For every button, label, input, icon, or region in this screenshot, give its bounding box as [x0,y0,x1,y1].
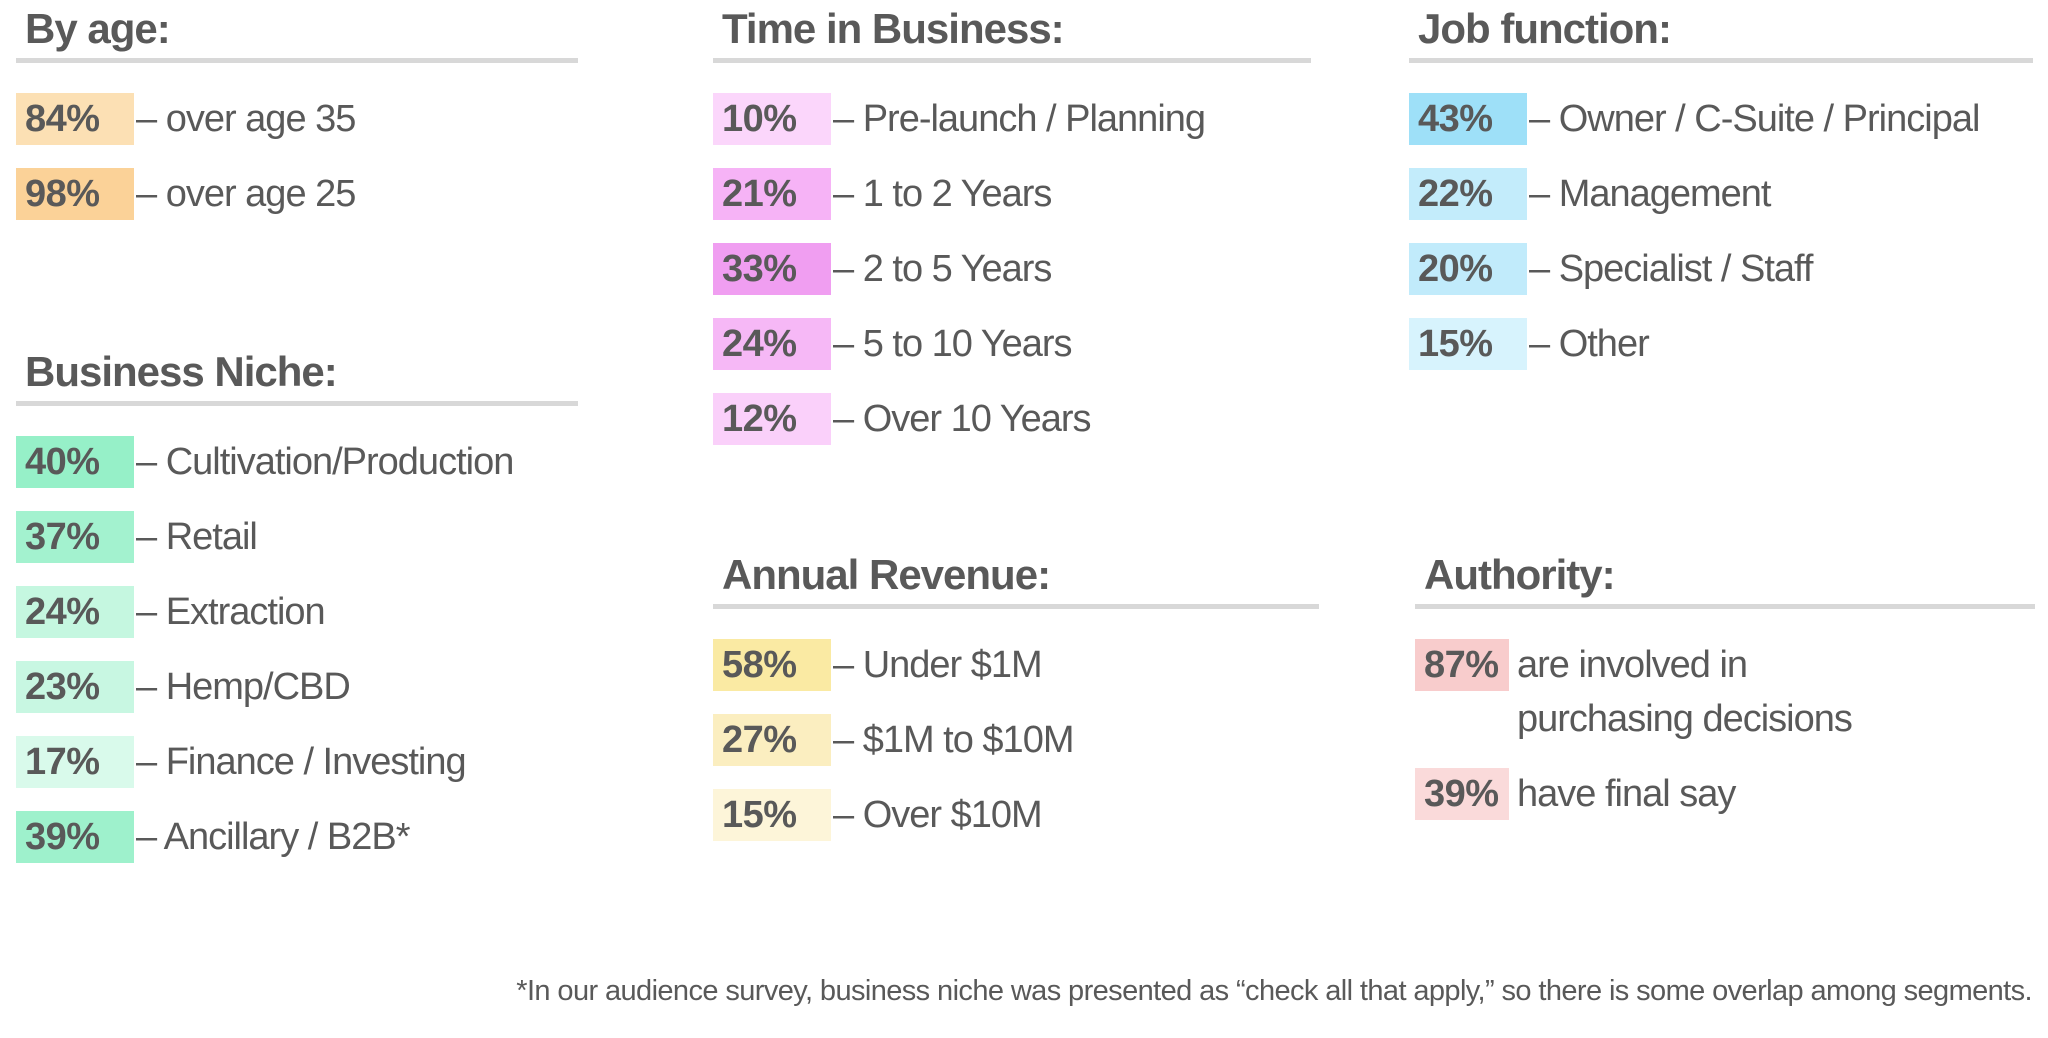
annual-revenue-title: Annual Revenue: [713,552,1319,609]
by-age-title: By age: [16,6,578,63]
authority-section: Authority: 87% are involved in purchasin… [1415,552,2035,843]
time-stat-row: 12% – Over 10 Years [713,393,1311,445]
revenue-stat-row: 58% – Under $1M [713,639,1319,691]
footnote: *In our audience survey, business niche … [516,975,2032,1007]
business-niche-section: Business Niche: 40% – Cultivation/Produc… [16,349,578,886]
time-stat-percent: 21% [713,168,831,220]
job-stat-label: – Other [1529,323,1650,365]
annual-revenue-section: Annual Revenue: 58% – Under $1M 27% – $1… [713,552,1319,864]
job-stat-label: – Specialist / Staff [1529,248,1813,290]
time-stat-percent: 10% [713,93,831,145]
niche-stat-label: – Ancillary / B2B* [136,816,410,858]
authority-title: Authority: [1415,552,2035,609]
authority-stat-label: have final say [1517,773,1736,815]
job-stat-row: 22% – Management [1409,168,2033,220]
niche-stat-label: – Hemp/CBD [136,666,351,708]
niche-stat-percent: 17% [16,736,134,788]
authority-stat-row: 39% have final say [1415,768,2035,821]
niche-stat-percent: 40% [16,436,134,488]
business-niche-title: Business Niche: [16,349,578,406]
niche-stat-label: – Finance / Investing [136,741,467,783]
job-stat-label: – Owner / C-Suite / Principal [1529,98,1980,140]
time-stat-percent: 33% [713,243,831,295]
time-stat-label: – 5 to 10 Years [833,323,1073,365]
time-stat-label: – Over 10 Years [833,398,1092,440]
time-stat-label: – Pre-launch / Planning [833,98,1206,140]
authority-stat-row: 87% are involved in purchasing decisions [1415,639,2035,746]
age-stat-percent: 98% [16,168,134,220]
revenue-stat-label: – $1M to $10M [833,719,1074,761]
time-stat-label: – 2 to 5 Years [833,248,1052,290]
time-stat-label: – 1 to 2 Years [833,173,1052,215]
time-stat-row: 24% – 5 to 10 Years [713,318,1311,370]
age-stat-label: – over age 35 [136,98,356,140]
niche-stat-percent: 23% [16,661,134,713]
revenue-stat-percent: 15% [713,789,831,841]
job-stat-percent: 43% [1409,93,1527,145]
job-stat-label: – Management [1529,173,1771,215]
age-stat-percent: 84% [16,93,134,145]
niche-stat-label: – Retail [136,516,258,558]
age-stat-row: 84% – over age 35 [16,93,578,145]
time-stat-percent: 12% [713,393,831,445]
time-stat-row: 21% – 1 to 2 Years [713,168,1311,220]
niche-stat-row: 23% – Hemp/CBD [16,661,578,713]
niche-stat-row: 17% – Finance / Investing [16,736,578,788]
time-stat-row: 10% – Pre-launch / Planning [713,93,1311,145]
authority-stat-percent: 39% [1415,768,1509,820]
job-stat-percent: 15% [1409,318,1527,370]
niche-stat-label: – Extraction [136,591,326,633]
by-age-section: By age: 84% – over age 35 98% – over age… [16,6,578,243]
job-function-title: Job function: [1409,6,2033,63]
age-stat-label: – over age 25 [136,173,356,215]
time-in-business-title: Time in Business: [713,6,1311,63]
revenue-stat-label: – Over $10M [833,794,1043,836]
job-stat-row: 15% – Other [1409,318,2033,370]
job-function-section: Job function: 43% – Owner / C-Suite / Pr… [1409,6,2033,393]
job-stat-row: 43% – Owner / C-Suite / Principal [1409,93,2033,145]
niche-stat-label: – Cultivation/Production [136,441,514,483]
niche-stat-percent: 24% [16,586,134,638]
revenue-stat-row: 27% – $1M to $10M [713,714,1319,766]
niche-stat-row: 24% – Extraction [16,586,578,638]
time-in-business-section: Time in Business: 10% – Pre-launch / Pla… [713,6,1311,468]
time-stat-percent: 24% [713,318,831,370]
authority-stat-percent: 87% [1415,639,1509,691]
revenue-stat-percent: 58% [713,639,831,691]
niche-stat-row: 40% – Cultivation/Production [16,436,578,488]
time-stat-row: 33% – 2 to 5 Years [713,243,1311,295]
authority-stat-label: are involved in purchasing decisions [1517,644,1853,740]
job-stat-row: 20% – Specialist / Staff [1409,243,2033,295]
age-stat-row: 98% – over age 25 [16,168,578,220]
niche-stat-row: 39% – Ancillary / B2B* [16,811,578,863]
revenue-stat-row: 15% – Over $10M [713,789,1319,841]
niche-stat-percent: 39% [16,811,134,863]
job-stat-percent: 22% [1409,168,1527,220]
niche-stat-percent: 37% [16,511,134,563]
revenue-stat-percent: 27% [713,714,831,766]
job-stat-percent: 20% [1409,243,1527,295]
niche-stat-row: 37% – Retail [16,511,578,563]
revenue-stat-label: – Under $1M [833,644,1043,686]
